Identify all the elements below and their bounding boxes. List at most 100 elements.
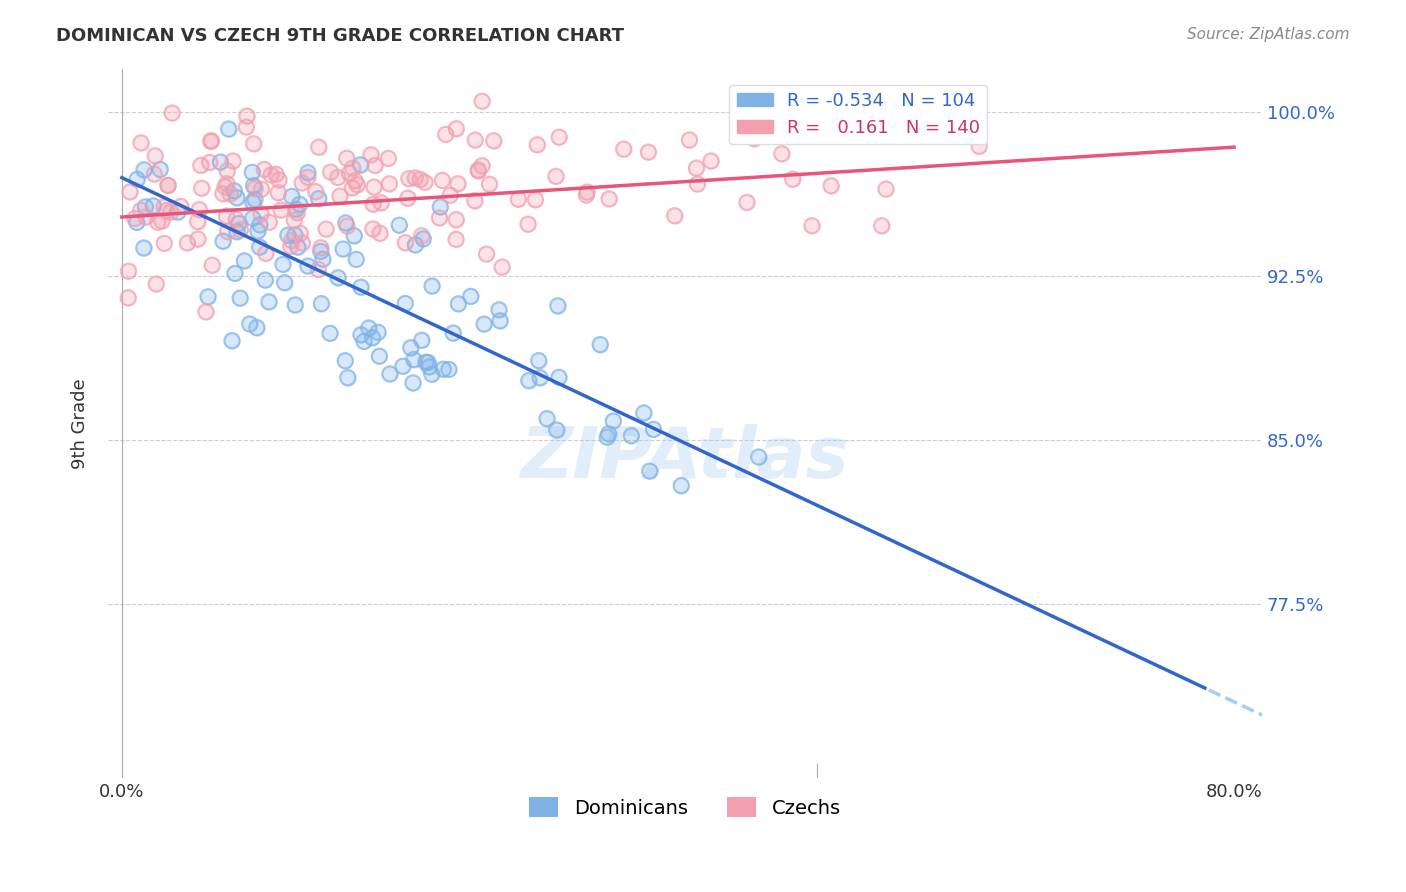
Point [271, 257, 294, 271]
Point [118, 185, 141, 199]
Point [638, 464, 661, 478]
Point [342, 161, 364, 175]
Point [153, 236, 176, 251]
Point [319, 165, 342, 179]
Point [441, 326, 464, 340]
Point [198, 155, 221, 169]
Point [134, 200, 156, 214]
Point [360, 147, 382, 161]
Point [412, 232, 434, 246]
Point [363, 180, 385, 194]
Point [257, 294, 280, 309]
Point [361, 222, 384, 236]
Point [409, 172, 432, 186]
Point [224, 184, 246, 198]
Point [235, 120, 257, 134]
Point [633, 406, 655, 420]
Point [249, 240, 271, 254]
Point [860, 126, 883, 140]
Point [460, 289, 482, 303]
Point [225, 191, 247, 205]
Point [782, 172, 804, 186]
Point [336, 370, 359, 384]
Point [432, 173, 454, 187]
Point [576, 185, 599, 199]
Point [394, 235, 416, 250]
Point [156, 178, 179, 193]
Point [418, 359, 440, 374]
Point [166, 205, 188, 219]
Point [153, 200, 176, 214]
Point [678, 133, 700, 147]
Point [217, 164, 239, 178]
Point [212, 234, 235, 248]
Point [336, 151, 359, 165]
Point [307, 262, 329, 277]
Point [870, 219, 893, 233]
Point [150, 214, 173, 228]
Point [418, 359, 440, 374]
Point [527, 353, 550, 368]
Point [326, 170, 349, 185]
Point [225, 225, 247, 239]
Point [240, 165, 263, 179]
Point [284, 298, 307, 312]
Point [544, 169, 567, 184]
Point [434, 128, 457, 142]
Point [444, 232, 467, 246]
Point [194, 304, 217, 318]
Point [225, 212, 247, 227]
Point [291, 235, 314, 250]
Point [254, 246, 277, 260]
Point [368, 227, 391, 241]
Point [467, 162, 489, 177]
Point [527, 353, 550, 368]
Point [246, 224, 269, 238]
Point [770, 146, 793, 161]
Point [190, 158, 212, 172]
Point [370, 195, 392, 210]
Point [394, 296, 416, 310]
Point [308, 192, 330, 206]
Point [124, 211, 146, 226]
Point [467, 162, 489, 177]
Point [402, 352, 425, 367]
Point [589, 337, 612, 351]
Point [770, 146, 793, 161]
Point [270, 202, 292, 217]
Point [309, 244, 332, 259]
Point [685, 161, 707, 175]
Point [212, 234, 235, 248]
Point [311, 296, 333, 310]
Point [217, 225, 239, 239]
Point [197, 290, 219, 304]
Point [135, 210, 157, 224]
Point [129, 136, 152, 150]
Point [800, 219, 823, 233]
Point [411, 333, 433, 347]
Point [420, 368, 443, 382]
Point [471, 95, 494, 109]
Point [124, 211, 146, 226]
Point [350, 327, 373, 342]
Point [349, 158, 371, 172]
Point [339, 166, 361, 180]
Point [264, 167, 287, 181]
Point [332, 242, 354, 256]
Point [143, 149, 166, 163]
Point [153, 236, 176, 251]
Point [344, 252, 367, 267]
Point [671, 478, 693, 492]
Point [336, 219, 359, 233]
Point [671, 478, 693, 492]
Point [187, 214, 209, 228]
Point [508, 192, 530, 206]
Point [472, 317, 495, 331]
Point [860, 126, 883, 140]
Point [399, 341, 422, 355]
Point [176, 235, 198, 250]
Point [146, 215, 169, 229]
Text: DOMINICAN VS CZECH 9TH GRADE CORRELATION CHART: DOMINICAN VS CZECH 9TH GRADE CORRELATION… [56, 27, 624, 45]
Point [254, 273, 277, 287]
Point [242, 211, 264, 226]
